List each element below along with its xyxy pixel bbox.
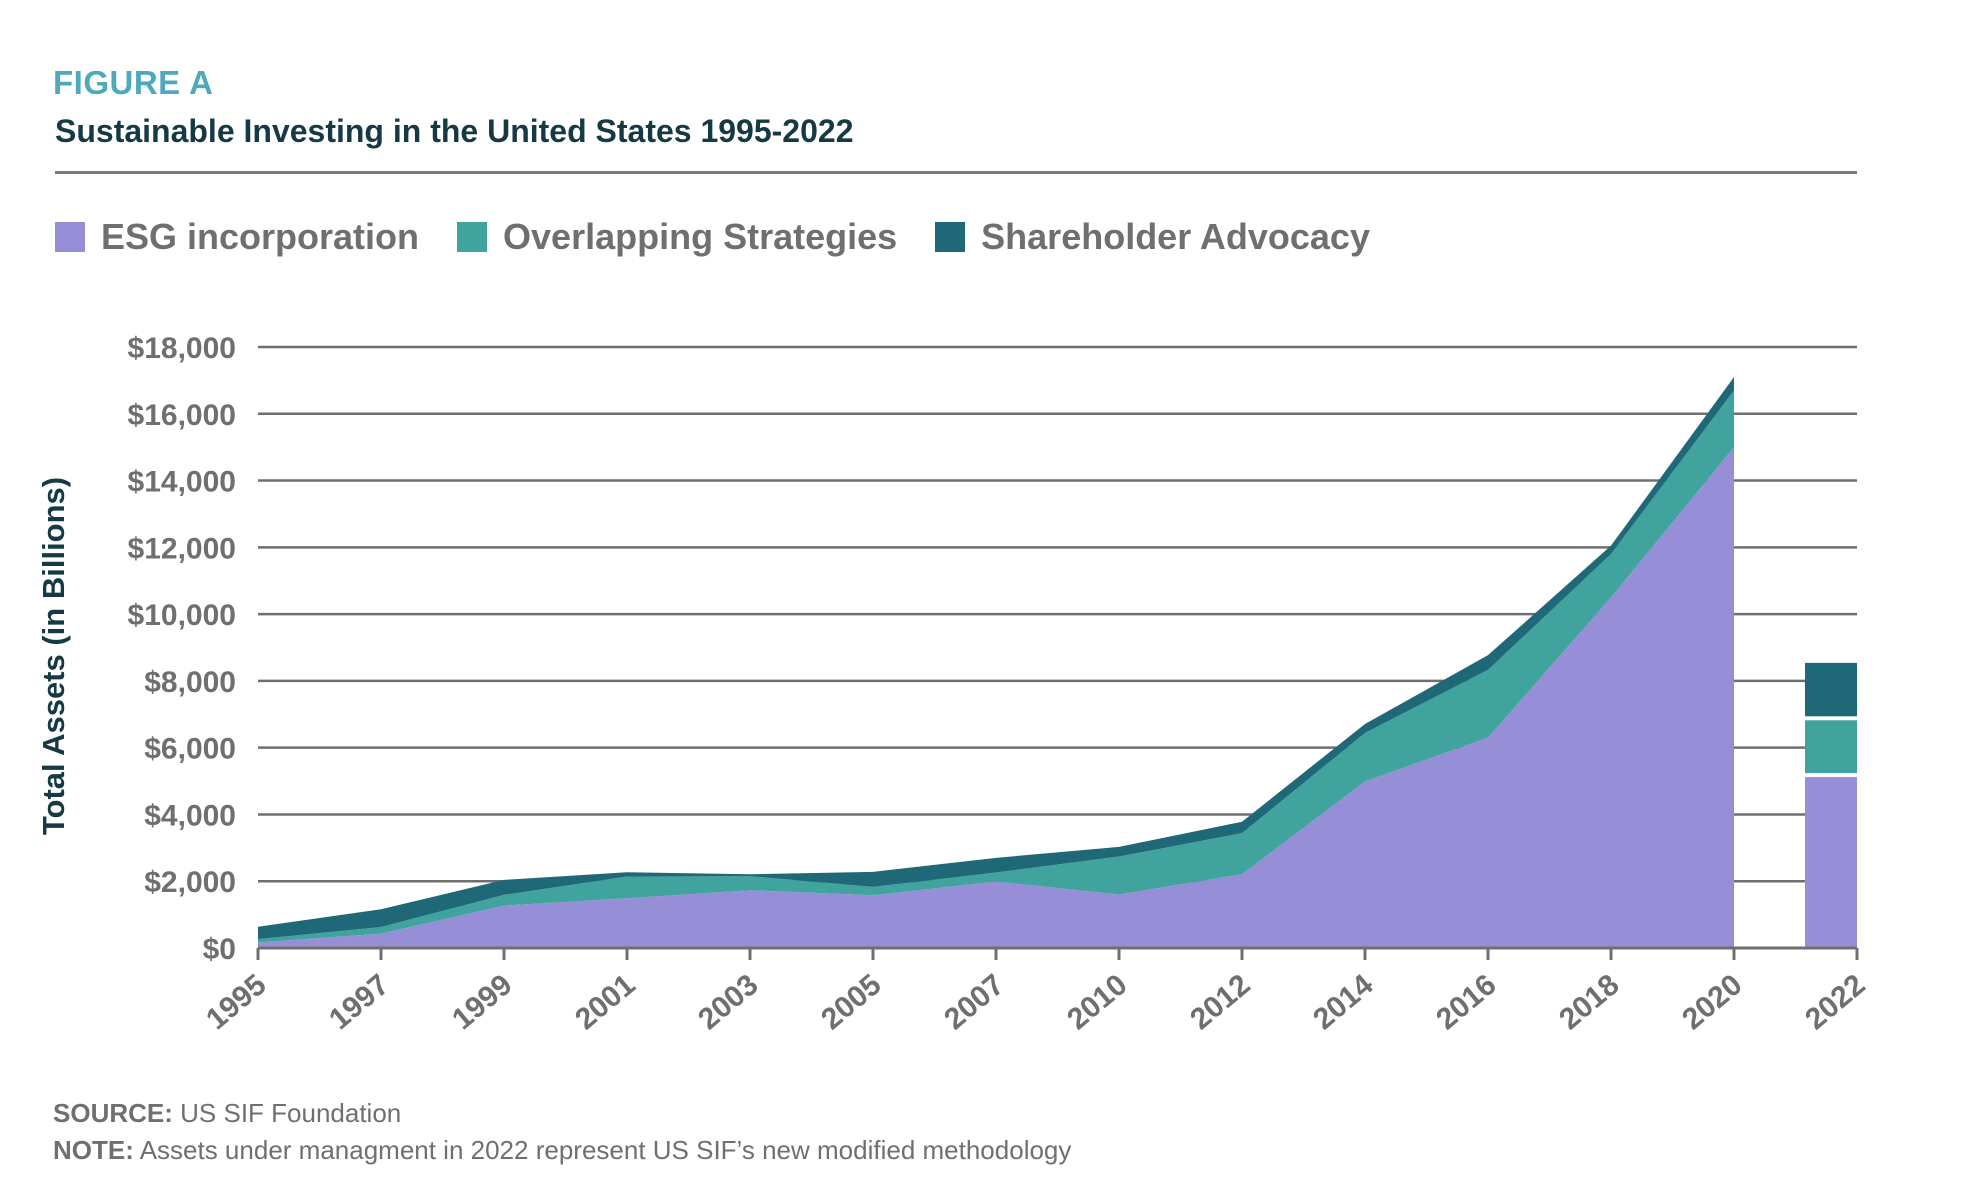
x-tick-label: 2005 [815,968,887,1036]
y-tick-label: $6,000 [144,733,236,766]
chart-plot: $0 $2,000 $4,000 $6,000 $8,000 $10,000 $12,000… [128,332,1872,1036]
x-tick-label: 2010 [1061,968,1133,1036]
legend-label-advocacy: Shareholder Advocacy [981,216,1370,257]
source-label: SOURCE: [53,1098,173,1128]
x-tick-label: 2016 [1430,968,1502,1036]
legend-item-esg: ESG incorporation [55,216,419,258]
y-tick-label: $8,000 [144,666,236,699]
x-tick-label: 2007 [938,968,1010,1036]
bar-2022-series-1 [1805,720,1857,774]
legend-swatch-esg [55,222,85,252]
note-label: NOTE: [53,1135,134,1165]
y-tick-label: $16,000 [128,399,236,432]
bar-2022-series-2 [1805,662,1857,717]
source-line: SOURCE: US SIF Foundation [53,1098,401,1129]
note-text: Assets under managment in 2022 represent… [139,1135,1072,1165]
figure-title: Sustainable Investing in the United Stat… [55,113,854,149]
x-tick-label: 2001 [569,968,641,1036]
x-tick-label: 1995 [200,968,272,1036]
legend-item-advocacy: Shareholder Advocacy [935,216,1370,258]
y-tick-label: $0 [203,933,236,966]
legend-label-esg: ESG incorporation [101,216,420,257]
y-tick-label: $14,000 [128,466,236,499]
x-tick-label: 2014 [1307,968,1380,1036]
x-tick-label: 1999 [446,968,518,1036]
figure-label: FIGURE A [53,64,214,101]
x-tick-label: 2020 [1676,968,1748,1036]
note-line: NOTE: Assets under managment in 2022 rep… [53,1135,1071,1166]
y-tick-label: $18,000 [128,332,236,365]
legend-item-overlapping: Overlapping Strategies [457,216,897,258]
chart-legend: ESG incorporation Overlapping Strategies… [55,216,1408,258]
x-tick-label: 2022 [1799,968,1871,1036]
y-tick-label: $12,000 [128,532,236,565]
y-tick-label: $2,000 [144,866,236,899]
x-tick-label: 2018 [1553,968,1625,1036]
y-tick-label: $4,000 [144,799,236,832]
legend-swatch-overlapping [457,222,488,252]
title-divider [55,171,1857,174]
area-series-0 [258,447,1734,948]
bar-2022-series-0 [1805,777,1857,948]
x-tick-label: 2003 [692,968,764,1036]
source-text: US SIF Foundation [180,1098,402,1128]
x-tick-label: 2012 [1184,968,1256,1036]
y-tick-label: $10,000 [128,599,236,632]
legend-label-overlapping: Overlapping Strategies [503,216,898,257]
x-tick-label: 1997 [323,968,395,1036]
legend-swatch-advocacy [935,222,966,252]
